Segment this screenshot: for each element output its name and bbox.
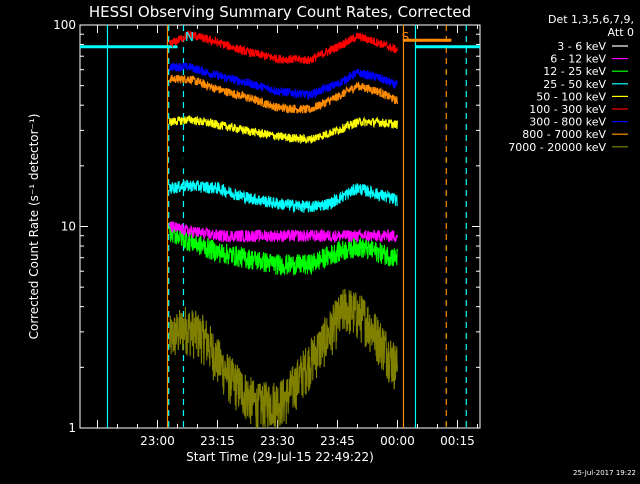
legend-entry: 3 - 6 keV — [557, 40, 606, 53]
legend-header: Att 0 — [608, 26, 634, 39]
x-tick-label: 23:15 — [200, 434, 235, 448]
legend-entry: 6 - 12 keV — [550, 53, 606, 66]
series-line-7000-20000-kev — [168, 288, 398, 428]
y-tick-label: 1 — [68, 421, 76, 435]
plot-area — [80, 25, 480, 428]
y-axis-label: Corrected Count Rate (s⁻¹ detector⁻¹) — [27, 114, 41, 340]
legend-entry: 800 - 7000 keV — [522, 128, 606, 141]
annotation-label: S — [402, 30, 410, 44]
x-axis-label: Start Time (29-Jul-15 22:49:22) — [186, 450, 374, 464]
series-line-3-6-kev — [168, 149, 398, 171]
series-line-25-50-kev — [168, 179, 398, 214]
plot-frame — [79, 24, 481, 429]
legend-entry: 12 - 25 keV — [543, 65, 606, 78]
series-line-12-25-kev — [168, 221, 398, 276]
legend-header: Det 1,3,5,6,7,9, — [548, 13, 634, 26]
chart-title: HESSI Observing Summary Count Rates, Cor… — [89, 3, 471, 21]
x-tick-label: 23:45 — [320, 434, 355, 448]
y-tick-label: 10 — [61, 220, 76, 234]
series-line-300-800-kev — [168, 62, 398, 102]
x-tick-label: 00:15 — [440, 434, 475, 448]
x-tick-label: 23:30 — [260, 434, 295, 448]
series-line-6-12-kev — [168, 221, 398, 244]
series-line-800-7000-kev — [168, 74, 398, 115]
legend-entry: 7000 - 20000 keV — [508, 141, 606, 154]
series-line-100-300-kev — [168, 30, 398, 66]
y-tick-label: 100 — [53, 18, 76, 32]
timestamp-stamp: 25-Jul-2017 19:22 — [573, 469, 636, 477]
x-tick-label: 23:00 — [140, 434, 175, 448]
legend-entry: 300 - 800 keV — [529, 116, 606, 129]
legend-entry: 25 - 50 keV — [543, 78, 606, 91]
legend-entry: 50 - 100 keV — [536, 90, 606, 103]
legend-entry: 100 - 300 keV — [529, 103, 606, 116]
x-tick-label: 00:00 — [380, 434, 415, 448]
annotation-label: N — [185, 30, 194, 44]
series-line-50-100-kev — [168, 115, 398, 145]
